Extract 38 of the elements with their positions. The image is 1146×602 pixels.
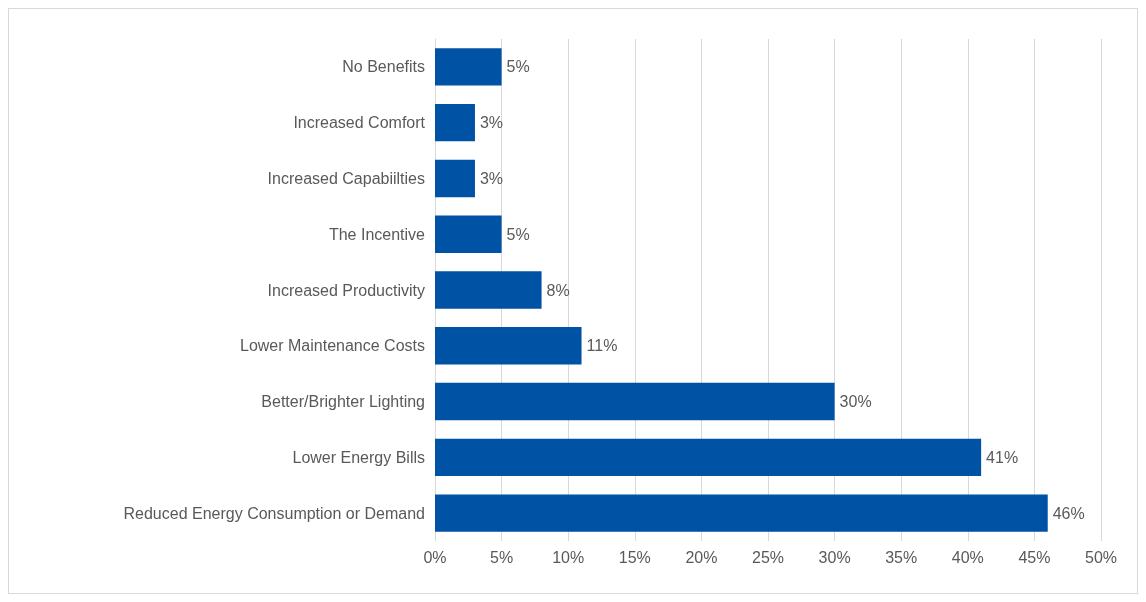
- x-tick-label: 20%: [685, 548, 718, 566]
- data-label: 8%: [546, 281, 570, 299]
- y-tick-label: Lower Maintenance Costs: [240, 337, 425, 355]
- y-tick-label: No Benefits: [342, 58, 425, 76]
- data-label: 5%: [506, 225, 530, 243]
- x-tick-label: 25%: [751, 548, 785, 566]
- x-tick-label: 30%: [818, 548, 851, 566]
- data-label: 46%: [1052, 504, 1085, 522]
- bar: [435, 327, 582, 365]
- x-tick-label: 45%: [1018, 548, 1051, 566]
- x-tick-label: 40%: [951, 548, 984, 566]
- bar: [435, 382, 835, 421]
- bar: [435, 271, 542, 309]
- y-tick-label: Lower Energy Bills: [292, 448, 425, 466]
- y-tick-label: Reduced Energy Consumption or Demand: [123, 504, 425, 522]
- data-label: 11%: [586, 337, 618, 355]
- bar: [435, 438, 982, 477]
- x-tick-label: 15%: [618, 548, 651, 566]
- y-tick-label: Increased Productivity: [267, 281, 425, 299]
- y-tick-label: Increased Capabiilties: [267, 169, 425, 187]
- x-tick-label: 5%: [490, 548, 514, 566]
- x-tick-label: 0%: [423, 548, 447, 566]
- x-tick-label: 35%: [885, 548, 918, 566]
- data-label: 3%: [479, 114, 504, 132]
- bar: [435, 494, 1048, 532]
- y-tick-label: Better/Brighter Lighting: [261, 393, 425, 411]
- bar: [435, 103, 475, 142]
- x-tick-label: 50%: [1084, 548, 1118, 566]
- data-label: 5%: [506, 58, 530, 76]
- bar: [435, 159, 475, 198]
- bar: [435, 48, 502, 86]
- x-tick-label: 10%: [552, 548, 585, 566]
- data-label: 41%: [986, 448, 1019, 466]
- bar: [435, 215, 502, 253]
- y-tick-label: Increased Comfort: [293, 114, 426, 132]
- y-tick-label: The Incentive: [328, 225, 426, 243]
- data-label: 3%: [479, 169, 504, 187]
- data-label: 30%: [839, 393, 872, 411]
